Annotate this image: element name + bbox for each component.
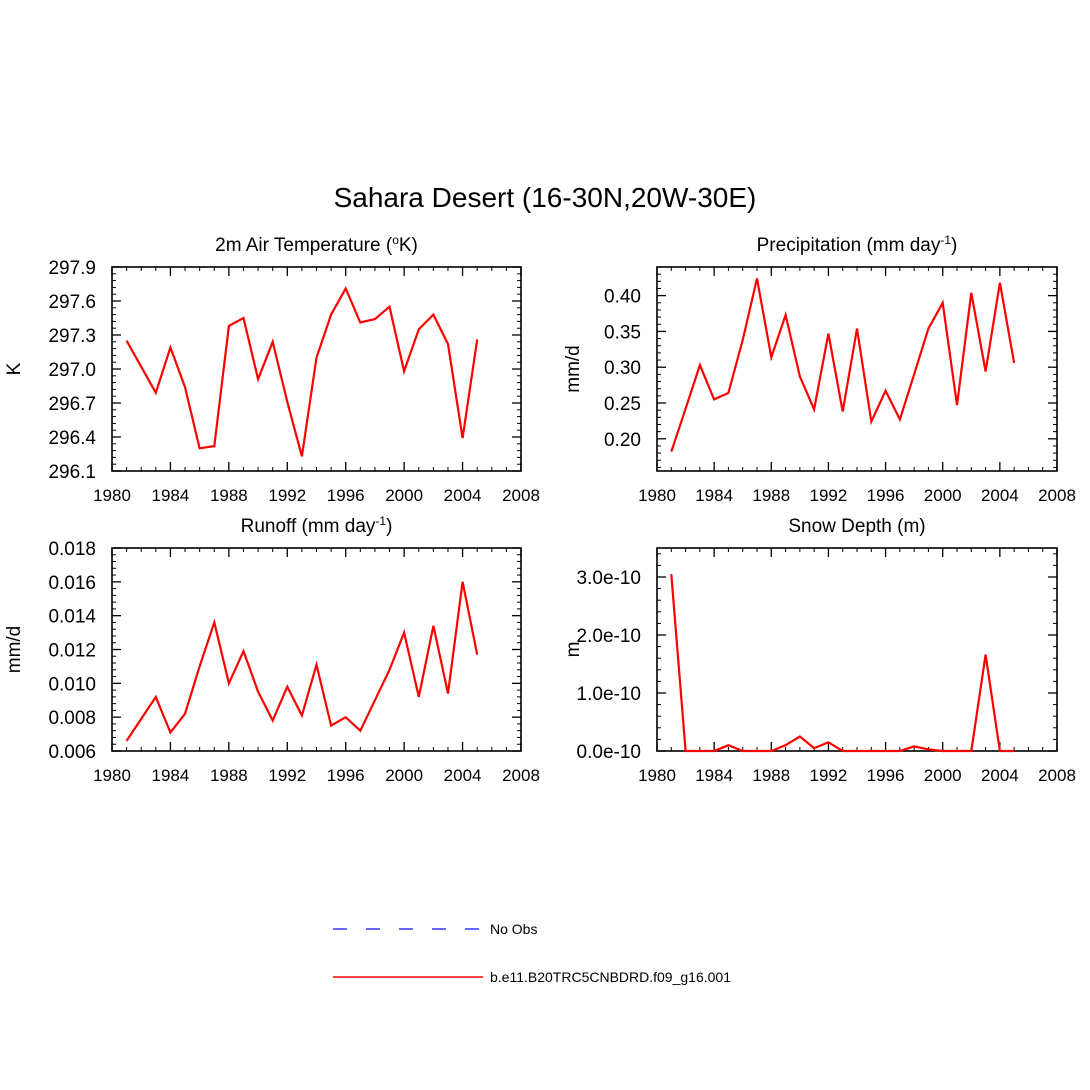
plot-frame [111, 547, 522, 752]
y-tick-label: 296.1 [48, 462, 96, 483]
x-tick-label: 2004 [981, 766, 1019, 785]
y-tick-label: 0.014 [48, 607, 96, 628]
y-tick-label: 0.012 [48, 641, 96, 662]
series-line [670, 574, 1015, 753]
plot-frame [111, 266, 522, 472]
x-tick-label: 1988 [752, 766, 790, 785]
x-tick-label: 1996 [327, 486, 365, 505]
y-tick-label: 296.4 [48, 428, 96, 449]
panel-2: 1980 1984 1988 1992 1996 2000 2004 2008 0.20 0.25… [563, 233, 1076, 505]
y-tick-label: 3.0e-10 [577, 568, 641, 589]
x-tick-label: 1992 [268, 486, 306, 505]
y-tick-label: 0.40 [604, 287, 641, 308]
x-tick-label: 1996 [327, 766, 365, 785]
panel-title: Snow Depth (m) [788, 516, 925, 537]
x-tick-label: 2008 [1038, 486, 1076, 505]
x-tick-label: 2004 [981, 486, 1019, 505]
y-tick-label: 1.0e-10 [577, 684, 641, 705]
x-tick-label: 1984 [695, 766, 733, 785]
panel-title-superscript: -1 [375, 514, 386, 528]
panel-1: 1980 1984 1988 1992 1996 2000 2004 2008 296.1 296… [4, 233, 540, 505]
x-tick-label: 1980 [93, 486, 131, 505]
panel-title-text: Precipitation (mm day [757, 235, 941, 256]
panel-title-text: Runoff (mm day [241, 516, 376, 537]
x-tick-label: 1996 [867, 766, 905, 785]
y-tick-label: 297.9 [48, 258, 96, 279]
y-tick-label: 2.0e-10 [577, 626, 641, 647]
y-tick-label: 0.0e-10 [577, 742, 641, 763]
legend-label: No Obs [490, 921, 537, 937]
x-tick-label: 1984 [152, 486, 190, 505]
x-tick-label: 2000 [924, 766, 962, 785]
x-tick-label: 2000 [385, 766, 423, 785]
panel-title-text: Snow Depth (m) [788, 516, 925, 537]
panels-group: 1980 1984 1988 1992 1996 2000 2004 2008 296.1 296… [4, 233, 1076, 785]
y-tick-label: 296.7 [48, 394, 96, 415]
y-tick-label: 0.20 [604, 430, 641, 451]
x-tick-label: 2008 [502, 486, 540, 505]
x-tick-label: 1988 [752, 486, 790, 505]
panel-title: Precipitation (mm day-1) [757, 233, 958, 256]
y-tick-label: 0.35 [604, 322, 641, 343]
x-tick-label: 1980 [93, 766, 131, 785]
x-tick-label: 2000 [924, 486, 962, 505]
x-tick-label: 2000 [385, 486, 423, 505]
y-tick-label: 0.30 [604, 358, 641, 379]
panel-title-superscript: o [392, 233, 399, 247]
panel-title-text: K) [399, 235, 418, 256]
y-tick-label: 0.008 [48, 708, 96, 729]
y-axis-label: mm/d [4, 626, 25, 674]
series-line [670, 278, 1016, 453]
y-axis-label: K [4, 362, 25, 375]
x-tick-label: 1992 [268, 766, 306, 785]
legend-label: b.e11.B20TRC5CNBDRD.f09_g16.001 [490, 969, 731, 985]
y-axis-label: mm/d [563, 345, 584, 393]
y-tick-label: 0.010 [48, 674, 96, 695]
panel-title: Runoff (mm day-1) [241, 514, 393, 537]
x-tick-label: 1980 [638, 766, 676, 785]
figure-title: Sahara Desert (16-30N,20W-30E) [334, 182, 757, 213]
x-tick-label: 1992 [810, 766, 848, 785]
panel-4: 1980 1984 1988 1992 1996 2000 2004 2008 0.0e-10 1… [563, 516, 1076, 785]
x-tick-label: 2004 [444, 486, 482, 505]
x-tick-label: 1984 [695, 486, 733, 505]
x-tick-label: 1988 [210, 486, 248, 505]
panel-title-text: 2m Air Temperature ( [215, 235, 393, 256]
y-tick-label: 297.3 [48, 326, 96, 347]
y-tick-label: 297.0 [48, 360, 96, 381]
x-tick-label: 1980 [638, 486, 676, 505]
x-tick-label: 1984 [152, 766, 190, 785]
y-axis-label: m [563, 642, 584, 658]
x-tick-label: 1996 [867, 486, 905, 505]
panel-title-text: ) [951, 235, 957, 256]
panel-3: 1980 1984 1988 1992 1996 2000 2004 2008 0.006 0.0… [4, 514, 540, 785]
x-tick-label: 2004 [444, 766, 482, 785]
legend: No Obs b.e11.B20TRC5CNBDRD.f09_g16.001 [333, 921, 731, 985]
plot-frame [656, 547, 1058, 752]
x-tick-label: 2008 [1038, 766, 1076, 785]
y-tick-label: 297.6 [48, 292, 96, 313]
x-tick-label: 1992 [810, 486, 848, 505]
panel-title-superscript: -1 [940, 233, 951, 247]
series-line [125, 286, 479, 457]
x-tick-label: 1988 [210, 766, 248, 785]
x-tick-label: 2008 [502, 766, 540, 785]
panel-title-text: ) [386, 516, 392, 537]
series-line [125, 581, 479, 742]
y-tick-label: 0.25 [604, 394, 641, 415]
y-tick-label: 0.016 [48, 573, 96, 594]
y-tick-label: 0.006 [48, 742, 96, 763]
panel-title: 2m Air Temperature (oK) [215, 233, 418, 256]
y-tick-label: 0.018 [48, 539, 96, 560]
